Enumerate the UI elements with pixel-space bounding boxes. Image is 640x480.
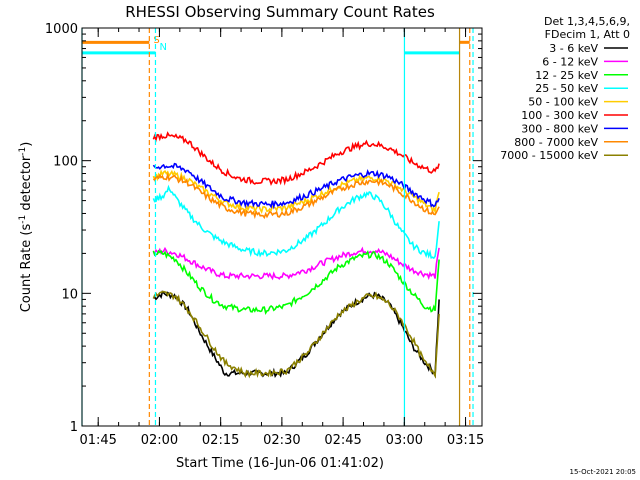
- legend-entry-label: 7000 - 15000 keV: [500, 149, 598, 162]
- y-tick-label: 100: [53, 155, 78, 170]
- legend-entry-label: 800 - 7000 keV: [514, 136, 598, 149]
- x-tick-label: 01:45: [79, 433, 116, 448]
- y-tick-label: 10: [61, 287, 78, 302]
- legend-entry-label: 100 - 300 keV: [521, 109, 598, 122]
- legend: Det 1,3,4,5,6,9, FDecim 1, Att 0 3 - 6 k…: [500, 15, 630, 162]
- vertical-marker-label: S: [153, 35, 159, 46]
- marker-layer: SN: [81, 28, 474, 426]
- x-tick-label: 03:15: [447, 433, 484, 448]
- legend-header-line-2: FDecim 1, Att 0: [545, 28, 630, 41]
- x-tick-label: 03:00: [386, 433, 423, 448]
- legend-entry-label: 50 - 100 keV: [528, 96, 598, 109]
- series-line: [152, 169, 440, 215]
- vertical-marker-label: N: [159, 42, 166, 53]
- series-line: [152, 246, 440, 281]
- y-tick-label: 1000: [45, 22, 78, 37]
- series-line: [152, 162, 440, 210]
- x-axis-label: Start Time (16-Jun-06 01:41:02): [176, 456, 384, 471]
- data-layer: [152, 131, 440, 379]
- legend-entry-label: 12 - 25 keV: [535, 69, 598, 82]
- legend-entry-label: 6 - 12 keV: [542, 55, 598, 68]
- series-line: [152, 172, 440, 220]
- x-tick-label: 02:15: [202, 433, 239, 448]
- legend-header-line-1: Det 1,3,4,5,6,9,: [544, 15, 630, 28]
- legend-entry-label: 300 - 800 keV: [521, 122, 598, 135]
- x-tick-label: 02:00: [141, 433, 178, 448]
- legend-entry-label: 3 - 6 keV: [549, 42, 598, 55]
- y-axis-label-sup1: -1: [18, 215, 28, 224]
- series-line: [152, 249, 440, 315]
- plot-frame: [81, 27, 483, 427]
- axis-layer: 1 10 100 1000 01:45 02:00 02:15 02:30 02:45 03:00…: [45, 22, 484, 448]
- footer-date: 15-Oct-2021 20:05: [570, 468, 636, 476]
- series-line: [152, 290, 440, 379]
- legend-entry-label: 25 - 50 keV: [535, 82, 598, 95]
- x-tick-label: 02:30: [263, 433, 300, 448]
- y-axis-label-end: ): [19, 142, 34, 147]
- series-line: [152, 131, 440, 187]
- y-tick-label: 1: [70, 420, 78, 435]
- y-axis-label-sup2: -1: [18, 147, 28, 156]
- series-line: [152, 184, 440, 260]
- y-axis-label-main: Count Rate (s: [19, 224, 34, 313]
- x-tick-label: 02:45: [324, 433, 361, 448]
- chart-title: RHESSI Observing Summary Count Rates: [125, 3, 435, 21]
- y-axis-label-mid: detector: [19, 155, 34, 215]
- y-axis-label: Count Rate (s-1 detector-1): [18, 142, 34, 313]
